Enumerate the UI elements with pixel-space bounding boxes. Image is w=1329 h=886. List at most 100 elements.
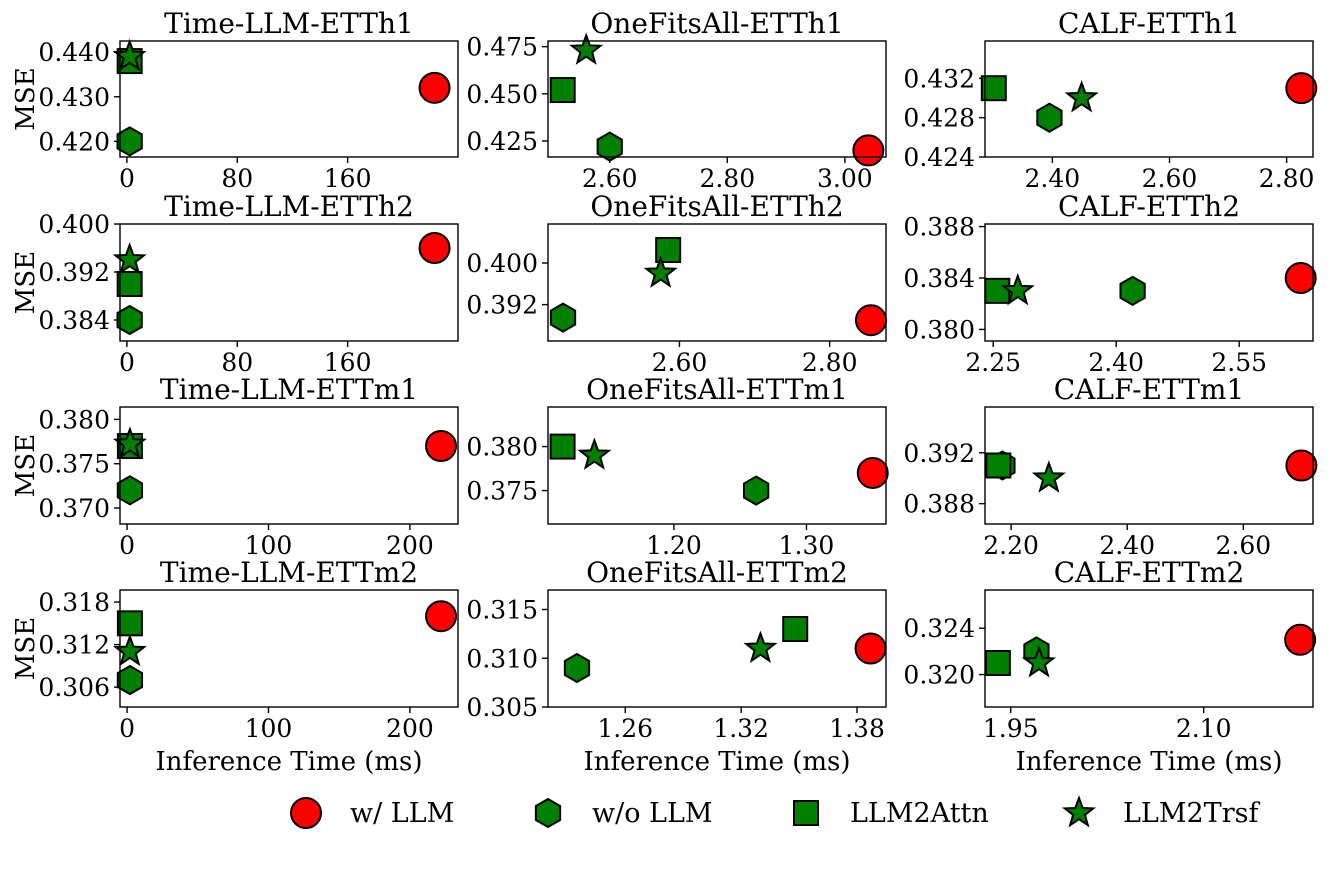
x-tick-label: 0	[119, 348, 135, 377]
x-tick-label: 2.60	[1142, 164, 1198, 193]
x-tick-label: 200	[386, 714, 434, 743]
x-axis-label: Inference Time (ms)	[155, 747, 422, 777]
point-llm2trsf	[112, 633, 147, 667]
legend-marker-llm2trsf	[1061, 795, 1097, 828]
point-llm2attn	[984, 277, 1011, 304]
point-with_llm	[856, 456, 889, 489]
panel-calf-etth1: CALF-ETTh1 2.40 2.60 2.80 0.424 0.428 0.432	[903, 7, 1318, 193]
y-tick-label: 0.428	[903, 104, 975, 133]
point-without_llm	[549, 302, 577, 333]
x-tick-label: 1.30	[779, 531, 835, 560]
point-llm2trsf	[112, 242, 147, 275]
y-tick-label: 0.425	[466, 127, 538, 156]
y-tick-label: 0.380	[38, 405, 110, 434]
x-tick-label: 1.20	[646, 531, 702, 560]
point-with_llm	[425, 430, 458, 462]
point-llm2trsf	[1031, 460, 1066, 493]
point-llm2attn	[980, 75, 1007, 102]
axes-frame	[547, 40, 887, 158]
y-tick-label: 0.430	[38, 83, 110, 112]
x-tick-label: 2.40	[1025, 164, 1081, 193]
x-tick-label: 3.00	[817, 164, 873, 193]
y-tick-label: 0.424	[903, 143, 975, 172]
point-llm2trsf	[1021, 645, 1057, 678]
x-tick-label: 160	[324, 164, 372, 193]
x-tick-label: 2.60	[1216, 531, 1272, 560]
axes-frame	[119, 40, 459, 158]
y-tick-label: 0.380	[903, 315, 975, 344]
point-llm2trsf	[743, 630, 778, 664]
x-tick-label: 100	[245, 531, 293, 560]
x-tick-label: 1.95	[983, 714, 1039, 743]
panel-time-llm-etth2: Time-LLM-ETTh2 0 80 160 0.384 0.392 0.400 MSE	[11, 190, 459, 377]
point-llm2attn	[549, 77, 576, 104]
y-axis-label: MSE	[11, 434, 41, 497]
panel-title: CALF-ETTm2	[1054, 556, 1245, 589]
y-tick-label: 0.392	[466, 291, 538, 320]
panel-onefitsall-ettm2: OneFitsAll-ETTm2 1.26 1.32 1.38 0.305 0.310 0.…	[466, 556, 887, 777]
y-tick-label: 0.305	[466, 693, 538, 722]
y-tick-label: 0.318	[38, 588, 110, 617]
point-llm2trsf	[112, 38, 147, 72]
y-tick-label: 0.420	[38, 127, 110, 156]
legend-item-with_llm: w/ LLM	[290, 797, 454, 829]
y-tick-label: 0.384	[38, 306, 110, 335]
point-without_llm	[596, 131, 623, 162]
point-llm2trsf	[577, 437, 612, 470]
point-llm2attn	[782, 616, 809, 642]
axes-frame	[119, 589, 459, 708]
y-tick-label: 0.450	[466, 80, 538, 109]
point-without_llm	[116, 304, 143, 336]
legend-marker-llm2attn	[793, 800, 819, 826]
y-tick-label: 0.310	[466, 644, 538, 673]
point-with_llm	[1284, 623, 1317, 656]
x-tick-label: 2.20	[983, 531, 1039, 560]
legend-label: w/ LLM	[350, 798, 454, 829]
y-tick-label: 0.475	[466, 33, 538, 62]
legend-marker-without_llm	[534, 797, 562, 829]
axes-frame	[984, 223, 1314, 342]
y-tick-label: 0.400	[38, 210, 110, 239]
x-tick-label: 1.38	[829, 714, 885, 743]
y-tick-label: 0.392	[38, 258, 110, 287]
y-tick-label: 0.375	[38, 450, 110, 479]
axes-frame	[119, 223, 459, 342]
markers	[984, 262, 1317, 307]
x-tick-label: 2.60	[652, 348, 708, 377]
point-with_llm	[1285, 449, 1318, 482]
x-tick-label: 2.55	[1211, 348, 1267, 377]
axes-frame	[547, 589, 887, 708]
markers	[549, 237, 887, 337]
y-axis-label: MSE	[11, 617, 41, 680]
x-tick-label: 100	[245, 714, 293, 743]
point-llm2attn	[984, 649, 1011, 676]
point-llm2trsf	[1064, 80, 1099, 113]
panel-onefitsall-ettm1: OneFitsAll-ETTm1 1.20 1.30 0.375 0.380	[466, 373, 889, 560]
point-llm2attn	[116, 610, 143, 637]
legend-label: LLM2Attn	[850, 798, 989, 829]
panel-title: Time-LLM-ETTh2	[164, 190, 414, 223]
point-with_llm	[1284, 262, 1317, 294]
point-llm2trsf	[112, 426, 147, 459]
point-without_llm	[116, 126, 143, 157]
axes-frame	[984, 40, 1314, 158]
point-llm2attn	[985, 452, 1012, 479]
point-llm2trsf	[643, 255, 678, 288]
point-with_llm	[854, 304, 887, 337]
y-tick-label: 0.324	[903, 614, 975, 643]
x-tick-label: 2.40	[1099, 531, 1155, 560]
markers	[563, 616, 887, 684]
point-without_llm	[742, 475, 770, 506]
axes-frame	[984, 406, 1314, 525]
y-tick-label: 0.388	[903, 490, 975, 519]
legend-label: w/o LLM	[592, 798, 713, 829]
point-llm2trsf	[569, 32, 604, 65]
legend-label: LLM2Trsf	[1123, 798, 1260, 829]
x-tick-label: 2.60	[582, 164, 638, 193]
x-tick-label: 0	[119, 531, 135, 560]
legend-marker-with_llm	[290, 797, 322, 829]
point-llm2attn	[116, 271, 143, 297]
